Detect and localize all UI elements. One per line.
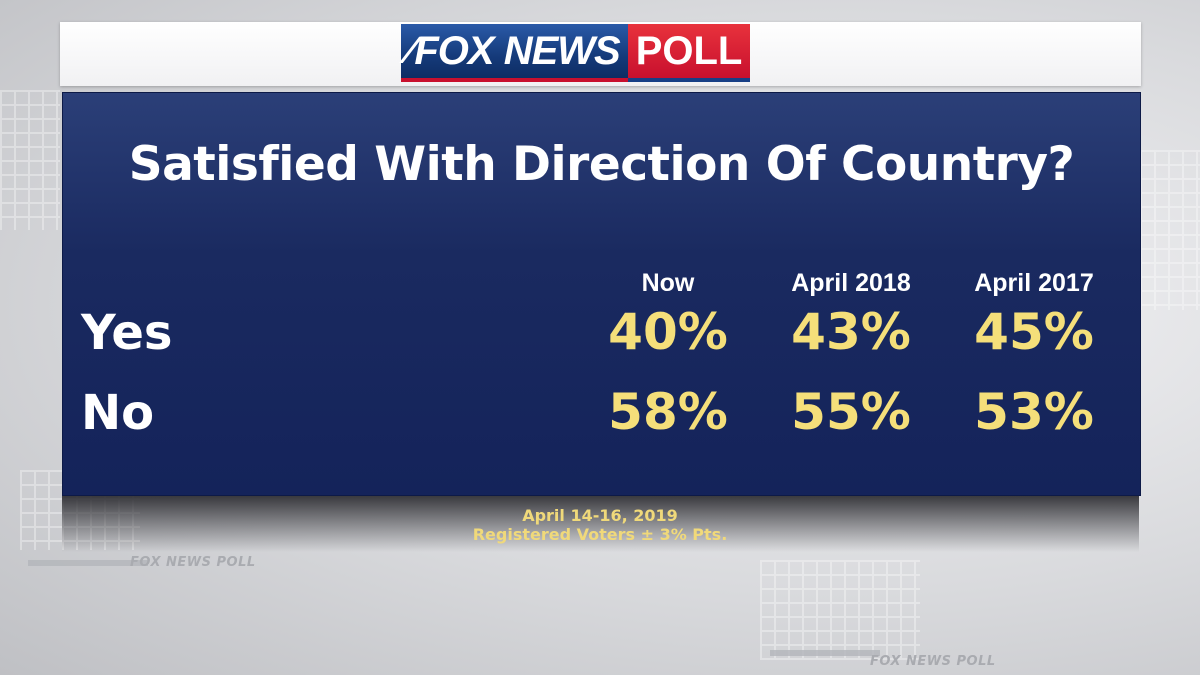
bg-bar [770, 650, 880, 656]
row-label-no: No [81, 385, 155, 441]
fox-slash-icon: ⁄ [407, 29, 413, 72]
footer-band [62, 496, 1139, 552]
poll-dates: April 14-16, 2019 [522, 506, 678, 525]
logo-fox-news: ⁄ FOX NEWS [401, 24, 628, 82]
bg-bar [28, 560, 148, 566]
logo-poll: POLL [627, 24, 751, 82]
bg-watermark-logo: FOX NEWS POLL [870, 654, 996, 669]
cell-no-april-2018: 55% [791, 383, 911, 441]
cell-yes-now: 40% [608, 303, 728, 361]
bg-watermark-logo: FOX NEWS POLL [130, 555, 256, 570]
column-header-now: Now [641, 269, 695, 297]
column-header-april-2018: April 2018 [791, 269, 911, 297]
fox-news-poll-logo: ⁄ FOX NEWS POLL [401, 24, 751, 82]
cell-yes-april-2018: 43% [791, 303, 911, 361]
poll-title: Satisfied With Direction Of Country? [128, 137, 1075, 192]
logo-fox-text: FOX NEWS [414, 28, 620, 73]
column-header-april-2017: April 2017 [974, 269, 1094, 297]
cell-yes-april-2017: 45% [974, 303, 1094, 361]
bg-grid-pattern [0, 90, 60, 230]
bg-grid-pattern [760, 560, 920, 660]
cell-no-now: 58% [608, 383, 728, 441]
cell-no-april-2017: 53% [974, 383, 1094, 441]
bg-grid-pattern [1140, 150, 1200, 310]
poll-sample-info: Registered Voters ± 3% Pts. [472, 525, 728, 544]
logo-poll-text: POLL [635, 28, 743, 73]
poll-panel: Satisfied With Direction Of Country? Now… [62, 92, 1141, 496]
row-label-yes: Yes [81, 305, 173, 361]
